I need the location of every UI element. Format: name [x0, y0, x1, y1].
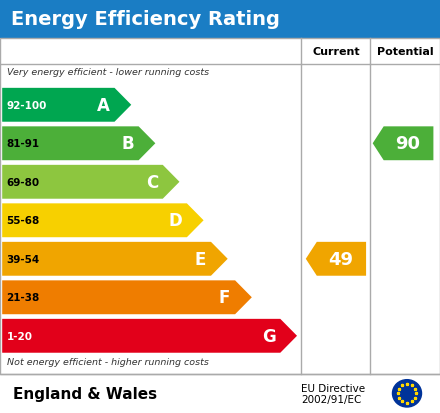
Text: Energy Efficiency Rating: Energy Efficiency Rating	[11, 10, 280, 29]
Polygon shape	[306, 242, 366, 276]
Text: 2002/91/EC: 2002/91/EC	[301, 394, 362, 404]
Text: England & Wales: England & Wales	[13, 386, 158, 401]
Text: Not energy efficient - higher running costs: Not energy efficient - higher running co…	[7, 357, 209, 366]
Text: F: F	[218, 289, 230, 306]
Text: B: B	[121, 135, 134, 153]
Polygon shape	[2, 204, 204, 237]
Polygon shape	[2, 319, 297, 353]
Text: 1-20: 1-20	[7, 331, 33, 341]
Text: 69-80: 69-80	[7, 177, 40, 188]
Text: C: C	[146, 173, 158, 191]
Text: 92-100: 92-100	[7, 100, 47, 111]
Text: Current: Current	[312, 47, 360, 57]
Text: G: G	[262, 327, 276, 345]
Text: 49: 49	[328, 250, 353, 268]
Polygon shape	[2, 89, 131, 122]
Text: A: A	[97, 97, 110, 114]
Text: E: E	[194, 250, 205, 268]
Polygon shape	[2, 127, 155, 161]
Polygon shape	[2, 281, 252, 314]
Text: Potential: Potential	[377, 47, 433, 57]
Text: D: D	[169, 212, 183, 230]
Bar	[0, 0, 440, 39]
Text: EU Directive: EU Directive	[301, 383, 366, 394]
Text: Very energy efficient - lower running costs: Very energy efficient - lower running co…	[7, 68, 209, 77]
Text: 39-54: 39-54	[7, 254, 40, 264]
Text: 55-68: 55-68	[7, 216, 40, 226]
Polygon shape	[373, 127, 433, 161]
Text: 81-91: 81-91	[7, 139, 40, 149]
Bar	[0, 39, 440, 374]
Circle shape	[392, 380, 422, 407]
Polygon shape	[2, 166, 180, 199]
Polygon shape	[2, 242, 228, 276]
Text: 90: 90	[395, 135, 420, 153]
Text: 21-38: 21-38	[7, 292, 40, 303]
